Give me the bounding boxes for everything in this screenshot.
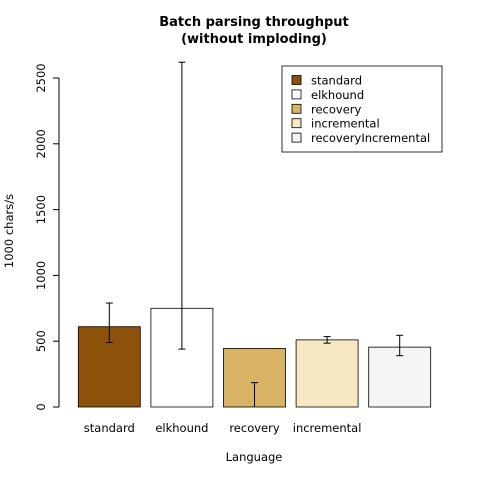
y-tick-label: 2000 <box>34 129 48 158</box>
legend-swatch-elkhound <box>291 89 302 100</box>
bar-incremental <box>295 339 359 408</box>
x-axis-label: Language <box>226 450 283 464</box>
x-tick-label: recovery <box>229 421 280 435</box>
legend-swatch-recoveryIncremental <box>291 132 302 143</box>
y-tick-label: 500 <box>34 330 48 352</box>
legend-label-incremental: incremental <box>311 117 380 131</box>
x-tick-label: standard <box>84 421 135 435</box>
error-bars <box>105 61 404 407</box>
legend-label-elkhound: elkhound <box>311 88 364 102</box>
legend: standardelkhoundrecoveryincrementalrecov… <box>281 65 443 153</box>
y-tick-label: 0 <box>34 403 48 410</box>
bar-recoveryIncremental <box>368 346 432 408</box>
x-tick-label: elkhound <box>155 421 208 435</box>
legend-swatch-incremental <box>291 118 302 129</box>
x-tick-labels: standard elkhound recovery incremental <box>84 421 362 435</box>
y-tick-label: 2500 <box>34 63 48 92</box>
y-axis: 0 500 1000 1500 2000 2500 <box>34 63 60 411</box>
chart-title-line-1: Batch parsing throughput <box>159 15 349 30</box>
legend-label-standard: standard <box>311 74 362 88</box>
y-tick-label: 1000 <box>34 261 48 290</box>
x-tick-label: incremental <box>293 421 362 435</box>
chart-title-line-2: (without imploding) <box>181 32 327 47</box>
y-axis-label: 1000 chars/s <box>2 194 16 268</box>
legend-swatch-recovery <box>291 103 302 114</box>
legend-label-recoveryIncremental: recoveryIncremental <box>311 131 430 145</box>
legend-label-recovery: recovery <box>311 102 362 116</box>
legend-swatch-standard <box>291 75 302 85</box>
y-tick-label: 1500 <box>34 195 48 224</box>
legend-box <box>281 65 443 153</box>
